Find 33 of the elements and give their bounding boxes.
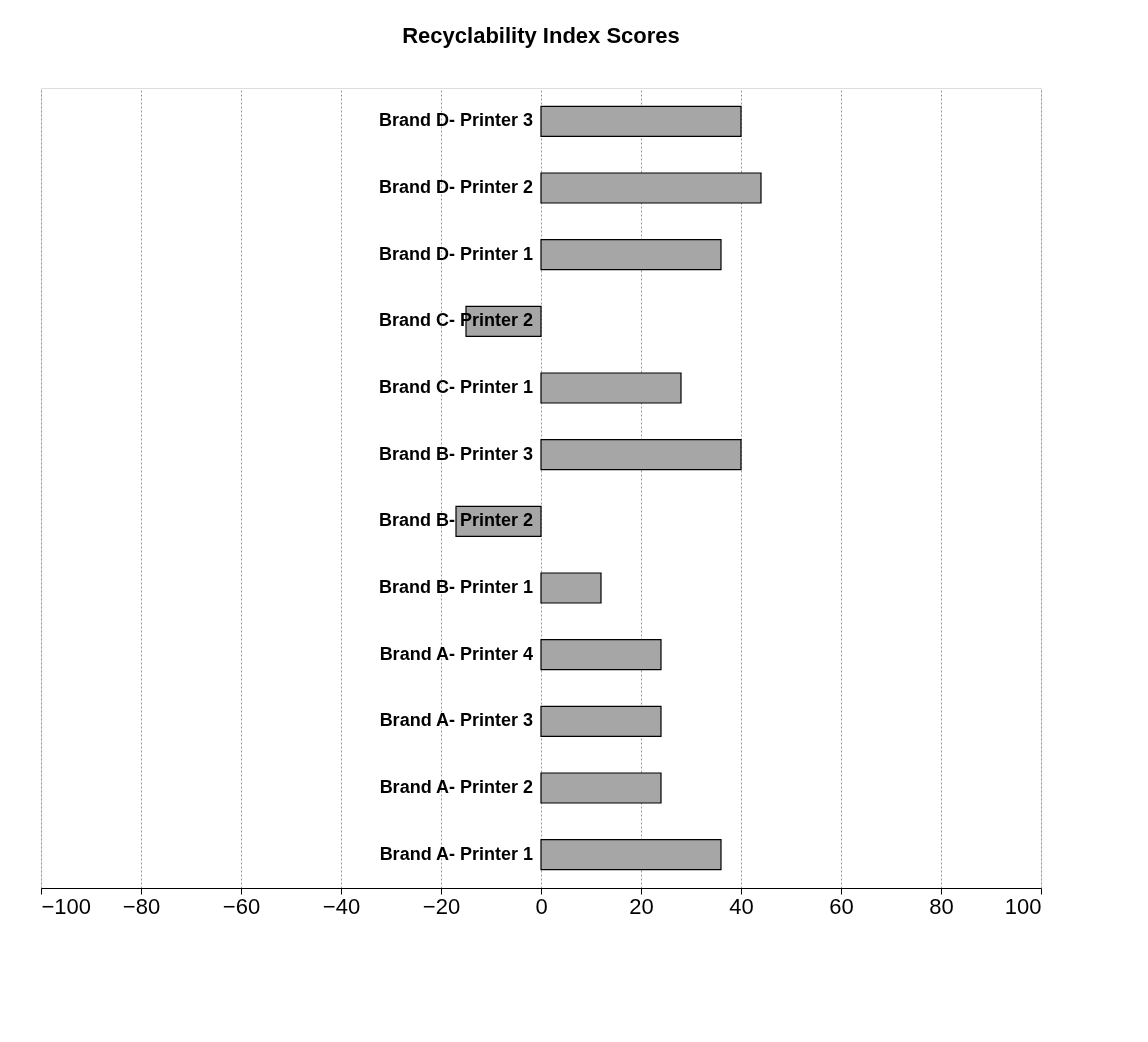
x-tick-label: −100 [41,893,92,919]
bar [540,372,682,404]
y-tick-label: Brand A- Printer 2 [379,777,533,797]
y-tick-label: Brand D- Printer 1 [378,243,533,264]
y-tick-label: Brand D- Printer 2 [378,177,533,197]
y-tick-label: Brand A- Printer 3 [379,710,533,731]
bar [540,772,662,804]
chart-title: Recyclability Index Scores [402,23,680,48]
y-tick-label: Brand A- Printer 1 [379,843,533,864]
y-tick-label: Brand B- Printer 2 [378,510,533,531]
bar [540,439,742,471]
x-tick-label: 100 [1004,893,1042,919]
x-tick-label: −60 [222,893,261,919]
x-tick-label: 40 [729,893,754,919]
x-tick-label: −20 [422,893,461,919]
bar [540,639,662,671]
y-tick-label: Brand A- Printer 4 [379,643,533,664]
y-tick-label: Brand C- Printer 1 [378,377,533,397]
bar [540,239,722,271]
bar [540,172,762,204]
bar [540,705,662,737]
x-tick-label: −40 [322,893,361,919]
x-tick-label: 80 [929,893,954,919]
x-tick-label: 0 [535,893,548,919]
x-tick-label: 60 [829,893,854,919]
bar [540,105,742,137]
x-tick-label: −80 [122,893,161,919]
y-tick-label: Brand B- Printer 1 [378,577,533,597]
bar [540,839,722,871]
x-tick-label: 20 [629,893,654,919]
y-tick-label: Brand D- Printer 3 [378,110,533,131]
bar [540,572,602,604]
y-tick-label: Brand B- Printer 3 [378,443,533,464]
